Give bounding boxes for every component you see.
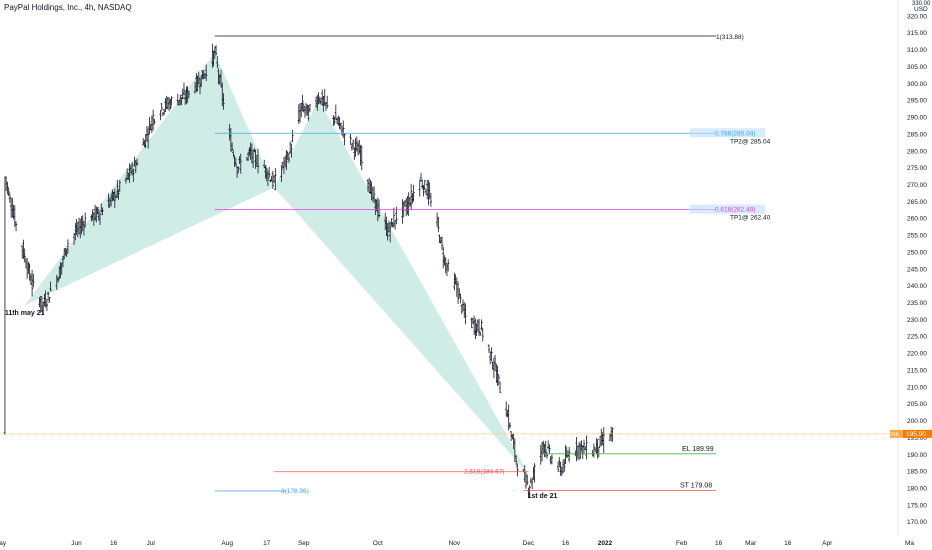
x-tick-label: Jun (71, 540, 82, 547)
x-tick-label: 16 (784, 540, 792, 547)
price-bars (3, 43, 614, 499)
y-tick-label: 195.00 (907, 435, 927, 442)
fib-level-label: 1(313.88) (716, 34, 744, 41)
annotation-label: 11th may 21 (5, 310, 45, 317)
currency-label: USD (914, 6, 928, 13)
target-label: TP2@ 285.04 (730, 138, 771, 145)
y-tick-label: 320.00 (907, 13, 927, 20)
y-tick-label: 290.00 (907, 115, 927, 122)
last-price-badge (903, 429, 932, 438)
last-price-tag-text: Fib (891, 432, 899, 438)
y-tick-label: 330.00 (912, 1, 931, 7)
y-tick-label: 275.00 (907, 165, 927, 172)
pattern-bcd-triangle[interactable] (274, 99, 529, 475)
pattern-xab-triangle[interactable] (24, 52, 275, 306)
y-tick-label: 220.00 (907, 351, 927, 358)
x-tick-label: Jul (146, 540, 155, 547)
fib-level-label: 2.618(184.67) (464, 469, 504, 476)
x-tick-label: 16 (110, 540, 118, 547)
y-tick-label: 280.00 (907, 148, 927, 155)
x-tick-label: Oct (373, 540, 383, 547)
y-tick-label: 270.00 (907, 182, 927, 189)
x-tick-label: 2022 (598, 540, 613, 547)
x-tick-label: Mar (745, 540, 757, 547)
y-tick-label: 170.00 (907, 519, 927, 526)
fib-level-label: 0.618(262.40) (715, 207, 755, 214)
x-tick-label: 16 (562, 540, 570, 547)
y-tick-label: 205.00 (907, 401, 927, 408)
x-tick-label: Nov (449, 540, 461, 547)
x-tick-label: 17 (263, 540, 271, 547)
y-tick-label: 245.00 (907, 266, 927, 273)
fib-level-label: 0.786(285.04) (715, 130, 755, 137)
y-tick-label: 260.00 (907, 216, 927, 223)
price-axis[interactable] (898, 0, 932, 550)
x-tick-label: May (0, 540, 7, 547)
y-tick-label: 185.00 (907, 469, 927, 476)
fib-label-box (690, 128, 765, 138)
y-tick-label: 215.00 (907, 367, 927, 374)
y-tick-label: 295.00 (907, 98, 927, 105)
last-price-tag (890, 429, 903, 438)
y-tick-label: 230.00 (907, 317, 927, 324)
y-tick-label: 225.00 (907, 334, 927, 341)
chart-title: PayPal Holdings, Inc., 4h, NASDAQ (4, 3, 132, 12)
fib-level-label: 3(178.96) (281, 488, 309, 495)
x-tick-label: Ma (905, 540, 914, 547)
fib-label-box (690, 204, 765, 214)
entry-label: EL 189.99 (682, 446, 714, 453)
target-label: TP1@ 262.40 (730, 215, 771, 222)
y-tick-label: 190.00 (907, 452, 927, 459)
y-tick-label: 285.00 (907, 131, 927, 138)
x-tick-label: Feb (676, 540, 688, 547)
y-tick-label: 300.00 (907, 81, 927, 88)
y-tick-label: 175.00 (907, 502, 927, 509)
last-price-value: 195.90 (906, 431, 926, 438)
y-tick-label: 240.00 (907, 283, 927, 290)
y-tick-label: 210.00 (907, 384, 927, 391)
y-tick-label: 235.00 (907, 300, 927, 307)
x-tick-label: Dec (523, 540, 535, 547)
x-tick-label: Sep (298, 540, 310, 547)
y-tick-label: 200.00 (907, 418, 927, 425)
y-tick-label: 305.00 (907, 64, 927, 71)
stop-label: ST 179.08 (680, 483, 712, 490)
y-tick-label: 265.00 (907, 199, 927, 206)
x-tick-label: Apr (822, 540, 833, 547)
y-tick-label: 310.00 (907, 47, 927, 54)
y-tick-label: 255.00 (907, 233, 927, 240)
y-tick-label: 315.00 (907, 30, 927, 37)
y-tick-label: 180.00 (907, 485, 927, 492)
annotation-label: 1st de 21 (527, 493, 557, 500)
y-tick-label: 250.00 (907, 249, 927, 256)
x-tick-label: Aug (221, 540, 233, 547)
x-tick-label: 16 (715, 540, 723, 547)
